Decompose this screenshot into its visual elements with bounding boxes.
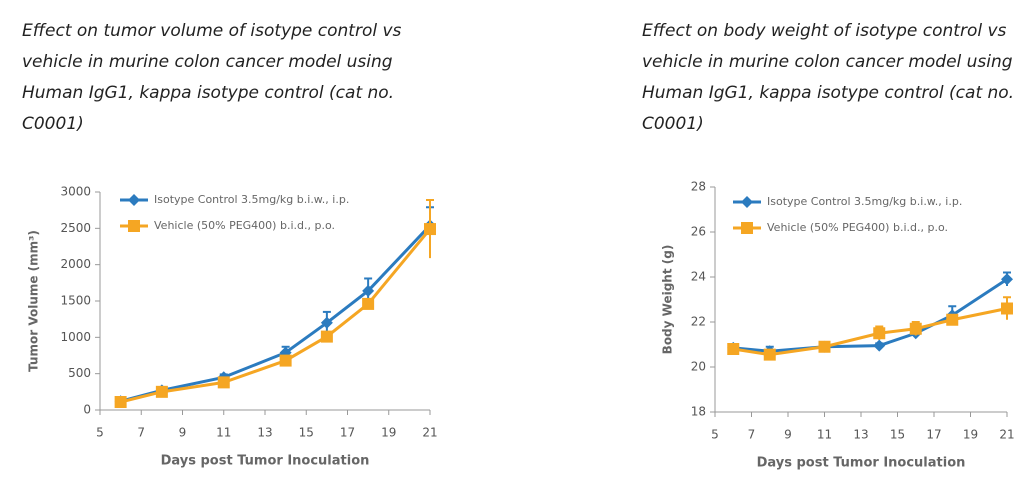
marker [873, 339, 886, 352]
marker [818, 340, 831, 353]
legend-marker [128, 194, 140, 206]
y-tick-label: 26 [691, 225, 706, 239]
marker [155, 385, 168, 398]
y-axis-label: Body Weight (g) [661, 245, 675, 355]
legend-marker [741, 196, 753, 208]
legend-marker [128, 220, 140, 232]
marker [320, 316, 333, 329]
marker [320, 330, 333, 343]
legend-marker [741, 222, 753, 234]
y-tick-label: 18 [691, 405, 706, 419]
x-tick-label: 21 [999, 428, 1014, 442]
x-tick-label: 19 [963, 428, 978, 442]
x-tick-label: 9 [179, 426, 187, 440]
y-tick-label: 500 [68, 366, 91, 380]
caption: Effect on tumor volume of isotype contro… [22, 21, 402, 134]
marker [873, 327, 886, 340]
y-tick-label: 1500 [60, 294, 91, 308]
marker [909, 322, 922, 335]
x-tick-label: 19 [381, 426, 396, 440]
marker [946, 313, 959, 326]
marker [114, 396, 127, 409]
legend-label: Vehicle (50% PEG400) b.i.d., p.o. [154, 219, 335, 232]
x-tick-label: 7 [748, 428, 756, 442]
legend-label: Vehicle (50% PEG400) b.i.d., p.o. [767, 221, 948, 234]
y-tick-label: 2000 [60, 257, 91, 271]
x-tick-label: 9 [784, 428, 792, 442]
legend-label: Isotype Control 3.5mg/kg b.i.w., i.p. [154, 193, 349, 206]
y-tick-label: 20 [691, 360, 706, 374]
marker [362, 297, 375, 310]
series-line [120, 228, 432, 404]
y-axis-label: Tumor Volume (mm³) [27, 230, 41, 372]
marker [763, 348, 776, 361]
x-tick-label: 17 [340, 426, 355, 440]
x-tick-label: 15 [890, 428, 905, 442]
series-line [120, 224, 432, 403]
y-tick-label: 28 [691, 180, 706, 194]
x-tick-label: 21 [422, 426, 437, 440]
x-tick-label: 15 [299, 426, 314, 440]
marker [424, 223, 436, 236]
caption: Effect on body weight of isotype control… [642, 21, 1015, 134]
x-axis-label: Days post Tumor Inoculation [161, 454, 370, 469]
series-line [733, 277, 1008, 353]
series-line [733, 307, 1008, 357]
x-tick-label: 13 [853, 428, 868, 442]
x-tick-label: 17 [926, 428, 941, 442]
x-tick-label: 11 [216, 426, 231, 440]
y-tick-label: 0 [83, 403, 91, 417]
y-tick-label: 1000 [60, 330, 91, 344]
x-axis-label: Days post Tumor Inoculation [757, 456, 966, 471]
y-tick-label: 2500 [60, 221, 91, 235]
y-tick-label: 24 [691, 270, 706, 284]
x-tick-label: 11 [817, 428, 832, 442]
marker [279, 354, 292, 367]
marker [1001, 273, 1013, 286]
marker [727, 343, 740, 355]
marker [362, 284, 375, 297]
x-tick-label: 13 [257, 426, 272, 440]
marker [217, 376, 230, 389]
marker [1001, 302, 1013, 315]
x-tick-label: 7 [137, 426, 145, 440]
x-tick-label: 5 [711, 428, 719, 442]
y-tick-label: 3000 [60, 185, 91, 199]
y-tick-label: 22 [691, 315, 706, 329]
x-tick-label: 5 [96, 426, 104, 440]
legend-label: Isotype Control 3.5mg/kg b.i.w., i.p. [767, 195, 962, 208]
